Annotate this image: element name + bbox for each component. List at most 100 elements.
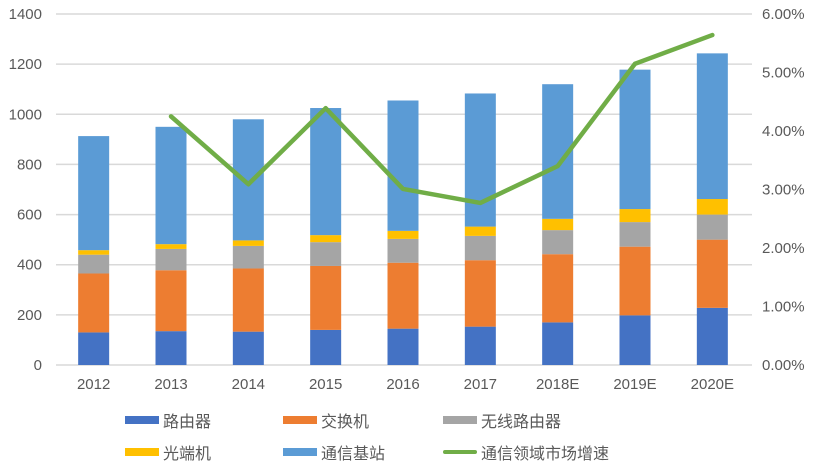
legend-label: 路由器: [163, 412, 212, 431]
bar-segment: [310, 329, 342, 365]
growth-line: [168, 32, 715, 206]
bar-segment: [78, 332, 110, 365]
bar-segment: [232, 245, 264, 269]
bar-segment: [619, 69, 651, 210]
bar-segment: [464, 260, 496, 327]
bar-segment: [78, 250, 110, 255]
legend-label: 无线路由器: [481, 412, 562, 431]
x-tick-label: 2019E: [613, 376, 656, 393]
bar-segment: [464, 93, 496, 227]
bar-segment: [232, 268, 264, 332]
legend-item-growth-rate: 通信领域市场增速: [443, 440, 609, 464]
bar-segment: [464, 326, 496, 365]
legend-item-base-station: 通信基站: [283, 440, 385, 464]
bar-segment: [387, 262, 419, 329]
x-tick-label: 2020E: [691, 376, 734, 393]
x-tick-label: 2018E: [536, 376, 579, 393]
bar-segment: [696, 239, 728, 308]
y2-tick-label: 4.00%: [762, 123, 805, 140]
x-axis: 2012 2013 2014 2015 2016 2017 2018E 2019E 2020E: [77, 376, 734, 393]
bar-segment: [155, 331, 187, 365]
y-tick-label: 200: [17, 307, 42, 324]
y-tick-label: 800: [17, 156, 42, 173]
bar-stack-2014: [232, 119, 264, 365]
x-tick-label: 2017: [464, 376, 497, 393]
legend-item-optical-transceiver: 光端机: [125, 440, 211, 464]
bar-segment: [155, 126, 187, 245]
legend-swatch-base-station: [283, 448, 317, 456]
y2-tick-label: 2.00%: [762, 240, 805, 257]
bar-segment: [310, 265, 342, 330]
bar-segment: [542, 322, 574, 365]
legend-label: 交换机: [321, 412, 370, 431]
x-tick-label: 2016: [386, 376, 419, 393]
bar-segment: [619, 209, 651, 223]
bar-segment: [310, 108, 342, 236]
chart-canvas: 0 200 400 600 800 1000 1200 1400 0.00% 1.00% 2.00…: [9, 6, 805, 393]
legend-swatch-optical-transceiver: [125, 448, 159, 456]
y-tick-label: 1200: [9, 56, 42, 73]
x-tick-label: 2012: [77, 376, 110, 393]
bar-segment: [619, 315, 651, 365]
bar-segment: [696, 199, 728, 215]
x-tick-label: 2014: [232, 376, 265, 393]
y-tick-label: 600: [17, 207, 42, 224]
bar-stack-2012: [78, 136, 110, 365]
legend-label: 通信基站: [321, 444, 386, 463]
y2-tick-label: 1.00%: [762, 299, 805, 316]
chart-legend: 路由器 交换机 无线路由器 光端机 通信基站 通信领域市场增速: [0, 404, 814, 464]
bar-stack-2015: [310, 108, 342, 365]
bar-segment: [78, 254, 110, 274]
bar-segment: [310, 235, 342, 243]
bar-segment: [542, 254, 574, 323]
bar-segment: [696, 214, 728, 240]
y-tick-label: 1400: [9, 6, 42, 23]
bar-segment: [232, 240, 264, 246]
bar-segment: [78, 273, 110, 333]
y2-tick-label: 3.00%: [762, 182, 805, 199]
legend-item-switch: 交换机: [283, 408, 369, 432]
bar-segment: [155, 270, 187, 332]
bar-stack-2019E: [619, 69, 651, 365]
bar-segment: [696, 307, 728, 365]
right-y-axis: 0.00% 1.00% 2.00% 3.00% 4.00% 5.00% 6.00%: [762, 6, 805, 374]
bar-segment: [387, 100, 419, 231]
y-tick-label: 0: [34, 357, 42, 374]
bar-stack-2020E: [696, 53, 728, 365]
bar-segment: [619, 246, 651, 316]
bar-segment: [387, 230, 419, 239]
bar-segment: [542, 230, 574, 255]
legend-swatch-router: [125, 416, 159, 424]
bar-segment: [619, 222, 651, 247]
bar-segment: [696, 53, 728, 200]
y-tick-label: 1000: [9, 106, 42, 123]
bar-stack-2018E: [542, 84, 574, 365]
bar-segment: [464, 235, 496, 261]
bar-segment: [78, 136, 110, 251]
bar-stack-2017: [464, 93, 496, 365]
y-tick-label: 400: [17, 257, 42, 274]
legend-line-growth-rate: [443, 450, 477, 454]
bar-segment: [542, 218, 574, 231]
x-tick-label: 2015: [309, 376, 342, 393]
bar-segment: [155, 248, 187, 271]
bar-segment: [310, 242, 342, 266]
bar-segment: [155, 244, 187, 249]
legend-swatch-switch: [283, 416, 317, 424]
bar-stack-2016: [387, 100, 419, 365]
bar-segment: [387, 238, 419, 263]
bar-segment: [232, 331, 264, 365]
bar-segment: [464, 226, 496, 236]
growth-rate-line: [168, 32, 715, 206]
y2-tick-label: 0.00%: [762, 357, 805, 374]
bar-segment: [232, 119, 264, 241]
bar-segment: [387, 328, 419, 365]
stacked-bars: [78, 53, 728, 365]
x-tick-label: 2013: [154, 376, 187, 393]
legend-item-router: 路由器: [125, 408, 211, 432]
y2-tick-label: 5.00%: [762, 65, 805, 82]
legend-swatch-wireless-router: [443, 416, 477, 424]
y2-tick-label: 6.00%: [762, 6, 805, 23]
bar-stack-2013: [155, 126, 187, 365]
legend-item-wireless-router: 无线路由器: [443, 408, 561, 432]
